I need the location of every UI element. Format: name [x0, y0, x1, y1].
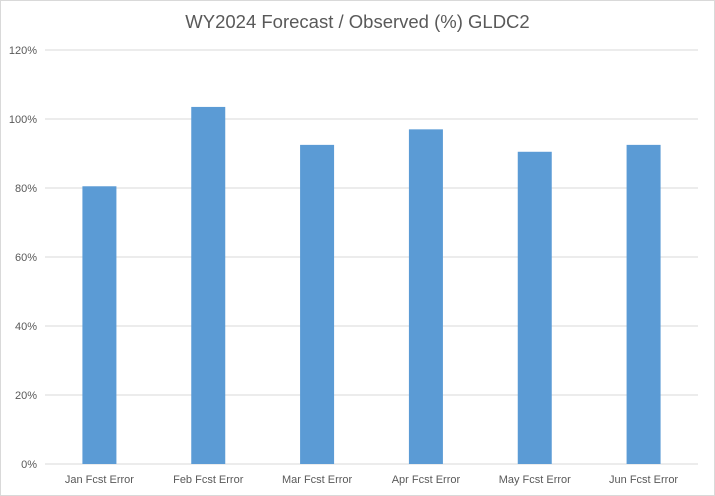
chart-title: WY2024 Forecast / Observed (%) GLDC2: [185, 11, 529, 32]
x-tick-label: May Fcst Error: [499, 474, 571, 486]
x-tick-label: Mar Fcst Error: [282, 474, 353, 486]
y-tick-label: 0%: [21, 459, 37, 471]
x-tick-label: Apr Fcst Error: [392, 474, 461, 486]
x-tick-label: Jun Fcst Error: [609, 474, 678, 486]
bar: [408, 129, 443, 464]
bar: [191, 106, 226, 465]
y-tick-label: 60%: [15, 252, 37, 264]
y-tick-label: 80%: [15, 183, 37, 195]
y-tick-label: 20%: [15, 390, 37, 402]
y-tick-label: 100%: [9, 114, 37, 126]
y-tick-label: 120%: [9, 45, 37, 57]
bar: [300, 144, 335, 464]
y-tick-label: 40%: [15, 321, 37, 333]
y-axis-ticks: 0% 20% 40% 60% 80% 100% 120%: [9, 45, 37, 471]
bar: [517, 151, 552, 464]
bar: [82, 186, 117, 464]
bar: [626, 144, 661, 464]
x-tick-label: Feb Fcst Error: [173, 474, 244, 486]
gridlines: [45, 49, 698, 465]
x-tick-label: Jan Fcst Error: [65, 474, 134, 486]
bars: [82, 106, 661, 465]
x-axis-ticks: Jan Fcst Error Feb Fcst Error Mar Fcst Err…: [65, 474, 679, 486]
